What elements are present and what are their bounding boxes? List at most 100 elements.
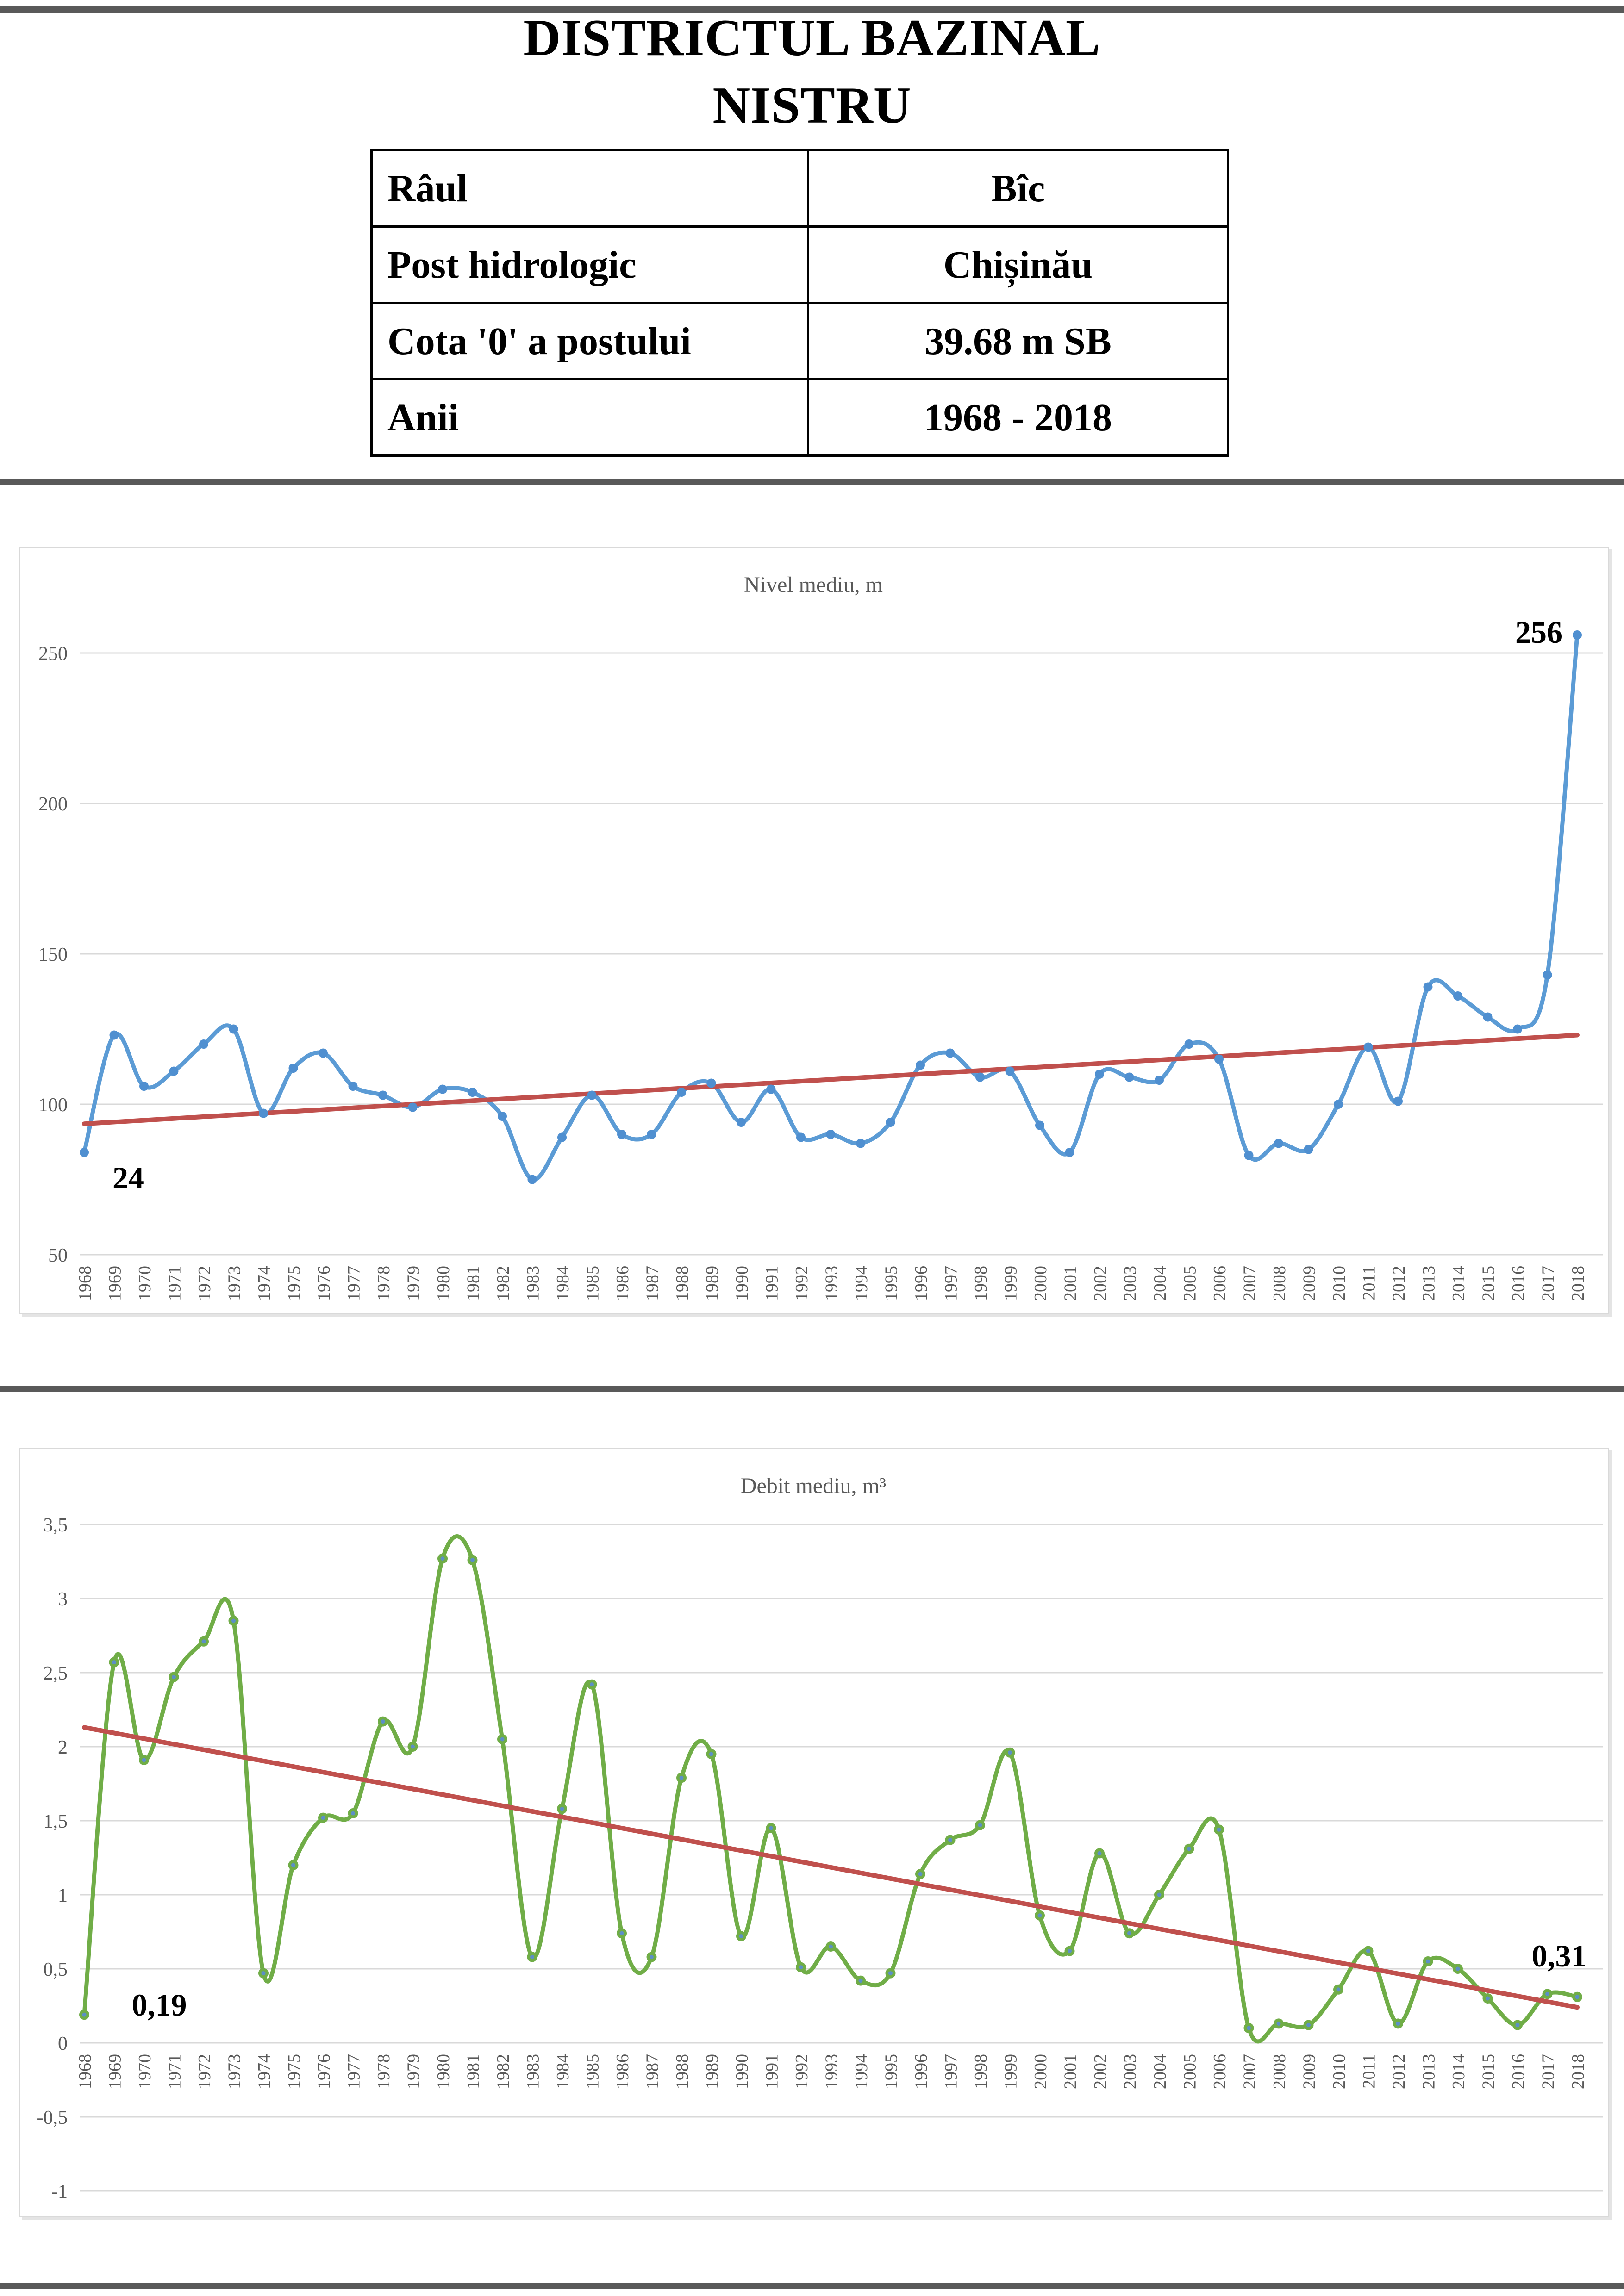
y-axis-tick-label: 50 <box>48 1245 68 1266</box>
data-point-marker-center <box>1247 2026 1251 2030</box>
x-axis-tick-label: 1980 <box>434 2054 453 2089</box>
data-point-marker-center <box>1037 1913 1042 1918</box>
x-axis-tick-label: 2008 <box>1270 2054 1289 2089</box>
data-point-marker <box>259 1108 268 1118</box>
data-point-marker-center <box>769 1826 773 1830</box>
x-axis-tick-label: 2013 <box>1419 2054 1439 2089</box>
table-row: Anii 1968 - 2018 <box>370 378 1229 457</box>
chart-title: Nivel mediu, m <box>744 572 883 597</box>
x-axis-tick-label: 1992 <box>792 2054 812 2089</box>
data-point-marker <box>1244 1151 1254 1160</box>
data-point-marker <box>826 1130 836 1139</box>
x-axis-tick-label: 1983 <box>524 2054 543 2089</box>
x-axis-tick-label: 1996 <box>912 1266 931 1301</box>
x-axis-tick-label: 1984 <box>553 1266 573 1301</box>
info-value: 39.68 m SB <box>807 302 1229 380</box>
nivel-chart: 250 200 150 100 50 1968 1969 1970 1971 1972 1973 19… <box>38 572 1603 1301</box>
x-axis-tick-label: 1970 <box>135 1266 155 1301</box>
x-axis-tick-label: 1970 <box>135 2054 155 2089</box>
x-axis-tick-label: 2007 <box>1240 1266 1260 1301</box>
x-axis-tick-label: 2000 <box>1031 2054 1050 2089</box>
table-row: Cota '0' a postului 39.68 m SB <box>370 302 1229 380</box>
data-point-marker-center <box>1306 2023 1311 2028</box>
x-axis-tick-label: 2002 <box>1091 2054 1110 2089</box>
x-axis-tick-label: 1968 <box>75 2054 95 2089</box>
data-point-marker-center <box>1276 2021 1281 2026</box>
x-axis-tick-label: 2005 <box>1181 1266 1200 1301</box>
x-axis-tick-label: 1986 <box>613 2054 632 2089</box>
x-axis-tick-label: 1987 <box>643 1266 662 1301</box>
x-axis-tick-label: 1971 <box>165 1266 185 1301</box>
x-axis-tick-label: 1974 <box>255 1266 274 1301</box>
x-axis-tick-label: 2004 <box>1150 1266 1170 1301</box>
trend-line <box>82 1725 1580 2010</box>
data-point-marker-center <box>500 1737 505 1742</box>
data-point-marker <box>796 1132 806 1142</box>
data-point-marker-center <box>679 1775 684 1780</box>
debit-chart-panel: 3,5 3 2,5 2 1,5 1 0,5 0 -0,5 -1 1968 1969 1970 1971 19… <box>19 1448 1609 2217</box>
data-point-marker-center <box>381 1719 385 1724</box>
x-axis-tick-label: 2012 <box>1389 1266 1409 1301</box>
data-point-marker-center <box>112 1660 116 1665</box>
x-axis-tick-label: 1972 <box>195 2054 214 2089</box>
info-table: Râul Bîc Post hidrologic Chișinău Cota '… <box>370 149 1229 457</box>
data-point-marker <box>886 1118 895 1127</box>
data-point-marker <box>1065 1148 1074 1157</box>
data-point-marker-center <box>291 1863 295 1867</box>
data-point-marker-center <box>1455 1966 1460 1971</box>
data-point-marker-center <box>411 1744 415 1749</box>
data-point-marker <box>1124 1072 1134 1082</box>
data-point-marker <box>1095 1070 1104 1079</box>
data-point-marker <box>856 1139 865 1148</box>
x-axis-tick-label: 2016 <box>1509 1266 1528 1301</box>
data-point-marker <box>229 1024 238 1034</box>
x-axis-tick-label: 1999 <box>1001 1266 1021 1301</box>
data-point-marker <box>1214 1054 1224 1064</box>
data-point-marker <box>1393 1096 1403 1106</box>
x-axis-tick-label: 1977 <box>344 1266 364 1301</box>
data-point-marker <box>617 1130 626 1139</box>
data-point-marker-center <box>351 1811 355 1816</box>
x-axis-tick-label: 1998 <box>971 2054 991 2089</box>
data-point-marker-center <box>619 1931 624 1935</box>
data-point-marker <box>677 1088 686 1097</box>
data-point-marker <box>378 1090 387 1100</box>
x-axis-tick-label: 1997 <box>942 2054 961 2089</box>
data-point-marker-center <box>590 1682 594 1687</box>
x-axis-tick-label: 1976 <box>314 1266 334 1301</box>
data-point-marker <box>199 1039 208 1049</box>
x-axis-tick-label: 2011 <box>1360 2054 1379 2089</box>
x-axis-tick-label: 2017 <box>1539 2054 1558 2089</box>
data-point-marker <box>169 1066 179 1076</box>
data-label-annotation: 24 <box>112 1160 144 1195</box>
x-axis-tick-label: 2015 <box>1479 2054 1499 2089</box>
data-point-marker-center <box>888 1971 893 1976</box>
data-point-marker-center <box>948 1838 952 1842</box>
x-axis-tick-label: 1978 <box>374 2054 394 2089</box>
x-axis-tick-label: 1998 <box>971 1266 991 1301</box>
data-point-marker <box>945 1048 955 1058</box>
x-axis-tick-label: 1999 <box>1001 2054 1021 2089</box>
x-axis-tick-label: 2018 <box>1568 2054 1588 2089</box>
x-axis-tick-label: 1997 <box>942 1266 961 1301</box>
x-axis-tick-label: 1979 <box>404 2054 424 2089</box>
data-point-marker-center <box>1396 2021 1400 2026</box>
x-axis-tick-label: 1981 <box>464 2054 483 2089</box>
data-point-marker-center <box>1008 1750 1012 1755</box>
bottom-rule <box>0 2283 1624 2289</box>
table-row: Râul Bîc <box>370 149 1229 228</box>
nivel-chart-panel: 250 200 150 100 50 1968 1969 1970 1971 1972 1973 19… <box>19 547 1609 1314</box>
x-axis-tick-label: 1989 <box>703 2054 722 2089</box>
x-axis-tick-label: 1969 <box>106 1266 125 1301</box>
x-axis-tick-label: 1996 <box>912 2054 931 2089</box>
x-axis-tick-label: 1989 <box>703 1266 722 1301</box>
x-axis-tick-label: 1968 <box>75 1266 95 1301</box>
x-axis-tick-label: 1973 <box>225 2054 244 2089</box>
page-title-line2: NISTRU <box>712 77 912 134</box>
x-axis-tick-label: 2003 <box>1121 1266 1140 1301</box>
data-point-marker-center <box>1187 1847 1191 1851</box>
x-axis-tick-label: 1993 <box>822 1266 842 1301</box>
info-value: Bîc <box>807 149 1229 228</box>
x-axis-tick-label: 1985 <box>583 1266 603 1301</box>
data-point-marker <box>1304 1145 1313 1154</box>
